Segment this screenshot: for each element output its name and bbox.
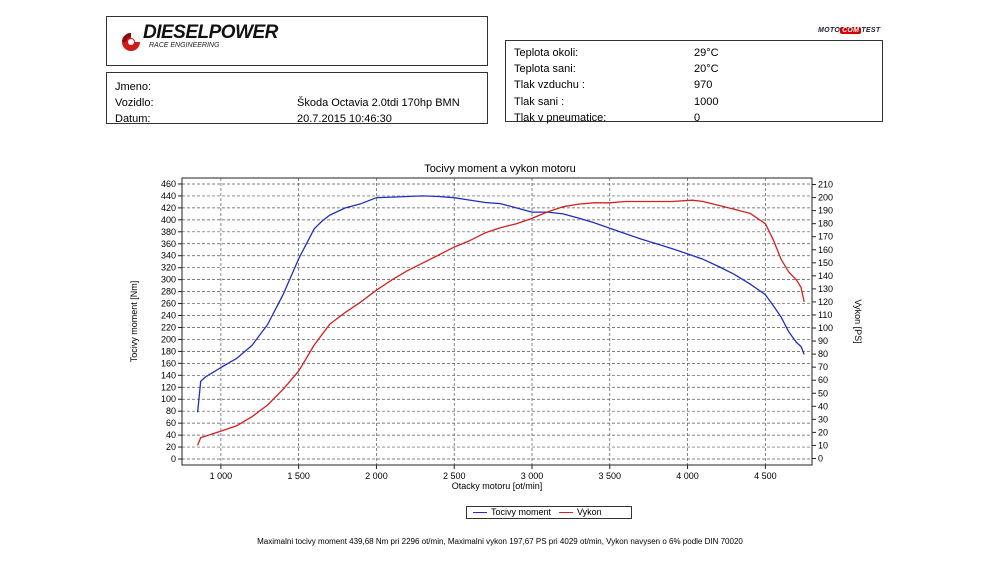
turbo-logo-icon — [122, 33, 140, 51]
condition-value: 1000 — [694, 96, 719, 108]
x-tick-label: 3 000 — [521, 471, 544, 481]
y-left-tick-label: 240 — [161, 311, 176, 321]
y-left-tick-label: 100 — [161, 394, 176, 404]
axis-ticks: 0204060801001201401601802002202402602803… — [161, 179, 833, 481]
y-left-tick-label: 0 — [171, 454, 176, 464]
logo-box: DIESELPOWER RACE ENGINEERING — [106, 16, 488, 66]
condition-value: 0 — [694, 112, 701, 124]
y-right-tick-label: 60 — [818, 375, 828, 385]
info-value: 20.7.2015 10:46:30 — [297, 113, 392, 125]
y-right-tick-label: 90 — [818, 336, 828, 346]
partner-logo: MOTO COM TEST — [818, 27, 881, 34]
y-axis-left-label: Tocivy moment [Nm] — [129, 281, 139, 363]
y-left-tick-label: 300 — [161, 275, 176, 285]
y-right-tick-label: 140 — [818, 271, 833, 281]
y-left-tick-label: 180 — [161, 346, 176, 356]
chart-legend: Tocivy moment Vykon — [466, 506, 632, 519]
y-left-tick-label: 280 — [161, 287, 176, 297]
y-right-tick-label: 50 — [818, 388, 828, 398]
y-left-tick-label: 440 — [161, 191, 176, 201]
y-left-tick-label: 460 — [161, 179, 176, 189]
y-right-tick-label: 10 — [818, 440, 828, 450]
y-right-tick-label: 120 — [818, 297, 833, 307]
x-tick-label: 2 000 — [365, 471, 388, 481]
y-right-tick-label: 170 — [818, 232, 833, 242]
info-label: Jmeno: — [115, 81, 152, 93]
y-left-tick-label: 360 — [161, 239, 176, 249]
condition-value: 970 — [694, 79, 713, 91]
info-label: Datum: — [115, 113, 151, 125]
condition-label: Teplota okoli: — [514, 47, 579, 59]
y-right-tick-label: 30 — [818, 414, 828, 424]
y-right-tick-label: 110 — [818, 310, 832, 320]
y-left-tick-label: 120 — [161, 382, 176, 392]
legend-swatch-power — [559, 512, 573, 513]
y-right-tick-label: 150 — [818, 258, 833, 268]
x-tick-label: 1 500 — [287, 471, 310, 481]
y-left-tick-label: 340 — [161, 251, 176, 261]
x-tick-label: 4 000 — [676, 471, 699, 481]
y-right-tick-label: 20 — [818, 427, 828, 437]
y-right-tick-label: 100 — [818, 323, 833, 333]
y-left-tick-label: 220 — [161, 322, 176, 332]
legend-label-torque: Tocivy moment — [491, 507, 552, 517]
legend-label-power: Vykon — [577, 507, 602, 517]
chart-title: Tocivy moment a vykon motoru — [424, 163, 576, 175]
info-label: Vozidlo: — [115, 97, 154, 109]
info-value: Škoda Octavia 2.0tdi 170hp BMN — [297, 97, 460, 109]
y-right-tick-label: 80 — [818, 349, 828, 359]
y-left-tick-label: 160 — [161, 358, 176, 368]
y-right-tick-label: 40 — [818, 401, 828, 411]
y-right-tick-label: 190 — [818, 206, 833, 216]
condition-value: 29°C — [694, 47, 719, 59]
series-line-torque — [196, 195, 805, 413]
y-right-tick-label: 200 — [818, 193, 833, 203]
condition-label: Tlak v pneumatice: — [514, 112, 607, 124]
condition-label: Teplota sani: — [514, 63, 576, 75]
y-left-tick-label: 20 — [166, 442, 176, 452]
y-left-tick-label: 260 — [161, 299, 176, 309]
summary-footer: Maximalni tocivy moment 439,68 Nm pri 22… — [257, 537, 743, 546]
condition-label: Tlak sani : — [514, 96, 565, 108]
y-right-tick-label: 130 — [818, 284, 833, 294]
y-left-tick-label: 60 — [166, 418, 176, 428]
x-tick-label: 3 500 — [599, 471, 622, 481]
series — [196, 195, 805, 446]
x-tick-label: 4 500 — [754, 471, 777, 481]
grid — [182, 178, 812, 465]
y-left-tick-label: 400 — [161, 215, 176, 225]
y-left-tick-label: 80 — [166, 406, 176, 416]
vehicle-info-box: Jmeno: Vozidlo: Škoda Octavia 2.0tdi 170… — [106, 72, 488, 125]
x-tick-label: 2 500 — [443, 471, 466, 481]
condition-label: Tlak vzduchu : — [514, 79, 585, 91]
brand-name: DIESELPOWER — [143, 22, 278, 43]
y-left-tick-label: 200 — [161, 334, 176, 344]
brand-tagline: RACE ENGINEERING — [149, 42, 220, 49]
y-right-tick-label: 210 — [818, 180, 833, 190]
y-right-tick-label: 180 — [818, 219, 833, 229]
y-right-tick-label: 160 — [818, 245, 833, 255]
y-right-tick-label: 70 — [818, 362, 828, 372]
conditions-box: Teplota okoli: 29°C Teplota sani: 20°C T… — [505, 40, 883, 124]
y-left-tick-label: 140 — [161, 370, 176, 380]
x-axis-label: Otacky motoru [ot/min] — [452, 481, 543, 491]
legend-swatch-torque — [473, 512, 487, 513]
plot-frame — [181, 177, 813, 466]
condition-value: 20°C — [694, 63, 719, 75]
x-tick-label: 1 000 — [210, 471, 233, 481]
y-axis-right-label: Vykon [PS] — [853, 299, 863, 343]
y-left-tick-label: 40 — [166, 430, 176, 440]
y-left-tick-label: 420 — [161, 203, 176, 213]
y-left-tick-label: 320 — [161, 263, 176, 273]
y-right-tick-label: 0 — [818, 453, 823, 463]
y-left-tick-label: 380 — [161, 227, 176, 237]
series-line-power — [196, 199, 805, 446]
